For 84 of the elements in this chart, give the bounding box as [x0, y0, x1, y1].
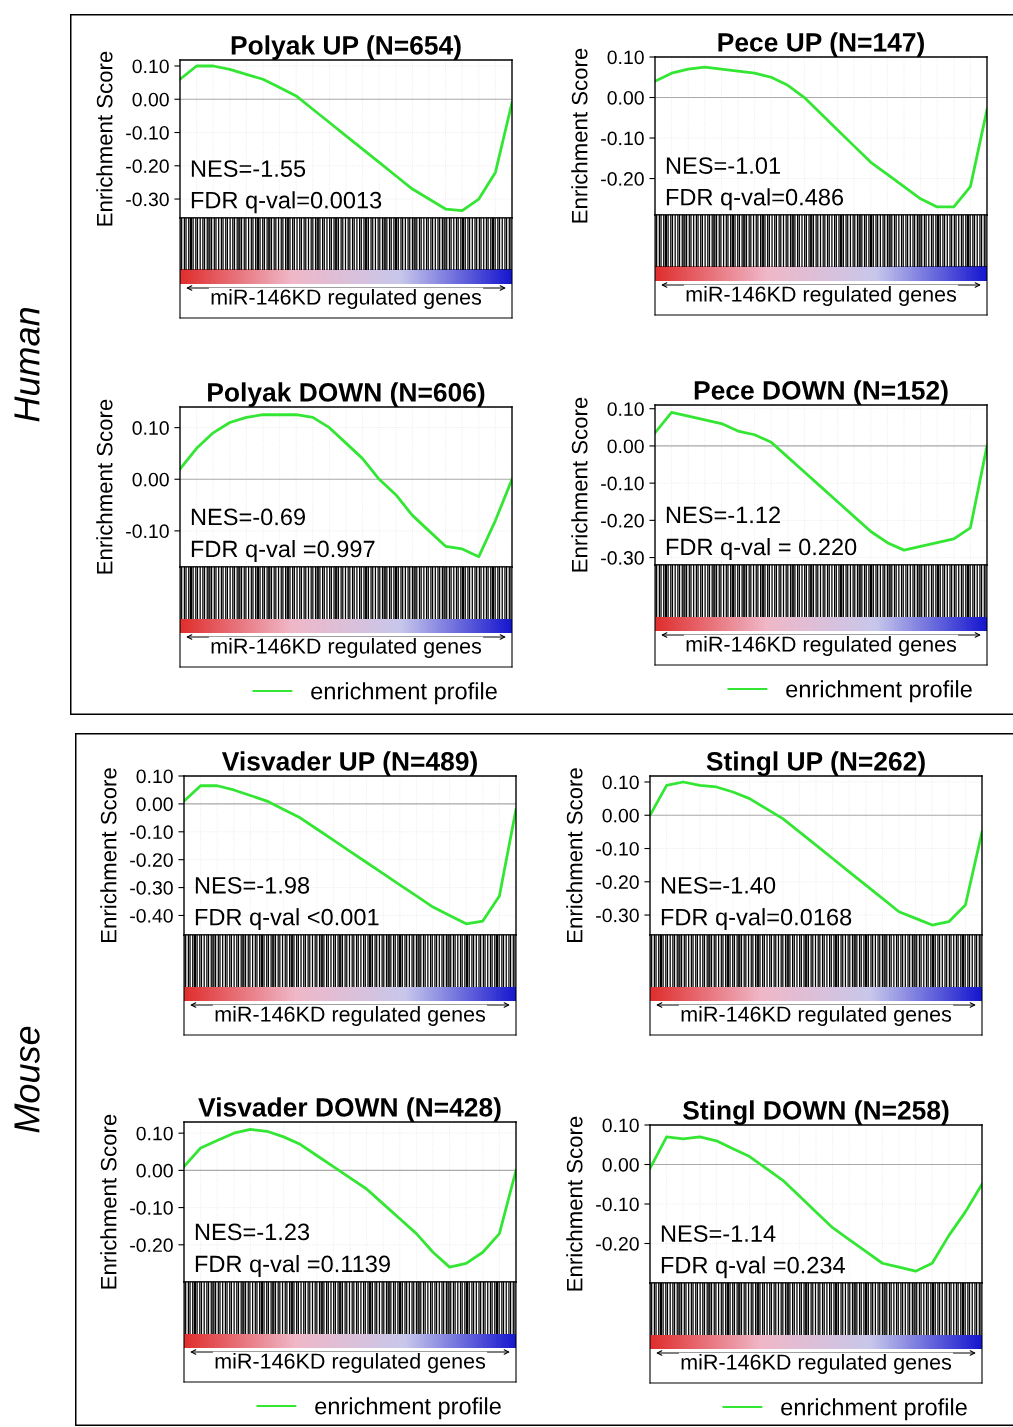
y-tick-label: -0.20 [126, 159, 169, 174]
chart-title: Polyak DOWN (N=606) [208, 382, 485, 407]
annotation: FDR q-val =0.997 [191, 539, 375, 563]
chart-title: Visvader DOWN (N=428) [198, 1097, 501, 1122]
y-tick-label: 0.00 [607, 439, 644, 454]
y-tick-label: -0.30 [596, 908, 639, 923]
y-tick-label: -0.10 [596, 1197, 639, 1212]
y-tick-label: 0.10 [607, 402, 644, 416]
chart-title: Pece UP (N=147) [718, 32, 924, 57]
y-axis-title: Enrichment Score [100, 768, 117, 942]
y-axis-title: Enrichment Score [571, 397, 588, 572]
y-tick-label: 0.10 [136, 1126, 173, 1141]
chart-title: Polyak UP (N=654) [231, 35, 461, 60]
y-tick-label: 0.00 [607, 90, 644, 105]
text: Mouse [14, 1026, 40, 1133]
y-axis-title: Enrichment Score [100, 1114, 117, 1289]
line-series [180, 64, 512, 213]
y-tick-label: -0.20 [596, 875, 639, 890]
y-tick-label: -0.30 [601, 551, 644, 565]
y-tick-label: -0.10 [596, 841, 639, 856]
y-tick-label: 0.10 [132, 421, 169, 435]
annotation: NES=-0.69 [191, 508, 305, 526]
y-tick-label: -0.20 [601, 513, 644, 528]
y-axis-title: Enrichment Score [566, 768, 583, 942]
y-axis-title: Enrichment Score [566, 1116, 583, 1291]
y-tick-label: 0.10 [602, 1118, 639, 1133]
y-tick-label: -0.20 [596, 1236, 639, 1251]
annotation: FDR q-val =0.1139 [195, 1254, 390, 1278]
x-axis-title: miR-146KD regulated genes [215, 1005, 486, 1027]
chart-title: Stingl UP (N=262) [706, 751, 925, 776]
y-tick-label: 0.00 [602, 808, 639, 823]
y-tick-label: -0.40 [130, 908, 173, 923]
x-axis-title: miR-146KD regulated genes [211, 637, 482, 659]
y-tick-label: -0.10 [130, 825, 173, 840]
annotation: NES=-1.12 [666, 506, 780, 524]
annotation: FDR q-val <0.001 [195, 908, 379, 931]
y-tick-label: 0.00 [136, 1163, 173, 1178]
y-tick-label: -0.30 [126, 192, 169, 207]
y-axis-title: Enrichment Score [96, 399, 113, 574]
y-axis-title: Enrichment Score [96, 51, 113, 226]
x-axis-title: miR-146KD regulated genes [686, 285, 957, 307]
annotation: FDR q-val=0.0013 [191, 191, 382, 214]
y-tick-label: 0.10 [602, 775, 639, 790]
annotation: FDR q-val=0.486 [666, 188, 844, 211]
annotation: NES=-1.23 [195, 1223, 310, 1241]
legend-label: enrichment profile [781, 1398, 967, 1421]
y-axis-title: Enrichment Score [571, 48, 588, 223]
y-tick-label: -0.10 [126, 524, 169, 539]
annotation: NES=-1.98 [195, 876, 310, 894]
x-axis-title: miR-146KD regulated genes [681, 1005, 952, 1027]
chart-title: Stingl DOWN (N=258) [682, 1100, 949, 1125]
legend-label: enrichment profile [315, 1397, 501, 1420]
y-tick-label: 0.00 [136, 797, 173, 812]
y-tick-label: -0.10 [126, 125, 169, 140]
annotation: NES=-1.55 [191, 160, 306, 177]
annotation: FDR q-val=0.0168 [661, 908, 852, 931]
x-axis-title: miR-146KD regulated genes [215, 1352, 486, 1374]
y-tick-label: -0.30 [130, 881, 173, 895]
y-tick-label: 0.00 [132, 472, 169, 487]
annotation: FDR q-val = 0.220 [666, 537, 857, 561]
annotation: NES=-1.40 [661, 876, 776, 894]
y-tick-label: 0.10 [132, 59, 169, 74]
y-tick-label: -0.20 [130, 1238, 173, 1253]
chart-title: Visvader UP (N=489) [221, 751, 477, 776]
y-tick-label: 0.00 [602, 1157, 639, 1172]
y-tick-label: -0.20 [601, 172, 644, 186]
text: Human [14, 307, 40, 422]
y-tick-label: -0.20 [130, 853, 173, 867]
x-axis-title: miR-146KD regulated genes [686, 635, 957, 657]
legend-label: enrichment profile [311, 682, 497, 705]
annotation: FDR q-val =0.234 [661, 1256, 845, 1279]
annotation: NES=-1.14 [661, 1225, 776, 1242]
y-tick-label: -0.10 [601, 476, 644, 491]
annotation: NES=-1.01 [666, 157, 780, 174]
x-axis-title: miR-146KD regulated genes [211, 288, 482, 310]
y-tick-label: 0.00 [132, 92, 169, 107]
y-tick-label: -0.10 [130, 1201, 173, 1215]
chart-title: Pece DOWN (N=152) [694, 380, 948, 405]
y-tick-label: 0.10 [136, 769, 173, 784]
x-axis-title: miR-146KD regulated genes [681, 1353, 952, 1375]
y-tick-label: 0.10 [607, 50, 644, 65]
y-tick-label: -0.10 [601, 131, 644, 146]
legend-label: enrichment profile [786, 680, 972, 703]
line-series [655, 65, 987, 209]
